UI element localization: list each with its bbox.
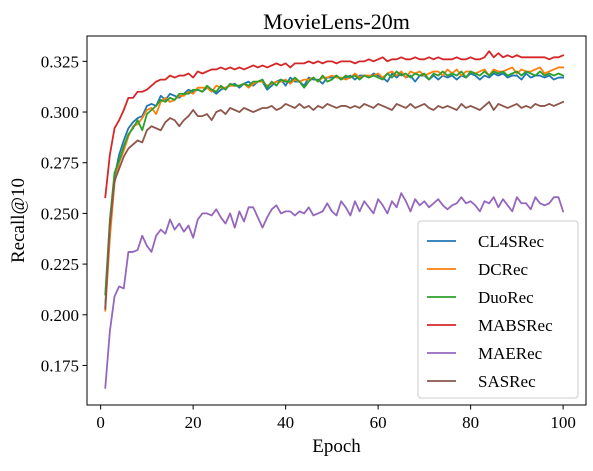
y-tick-label: 0.250 xyxy=(41,204,79,223)
y-tick-label: 0.200 xyxy=(41,306,79,325)
x-tick-label: 80 xyxy=(462,413,479,432)
legend-label-maerec: MAERec xyxy=(478,344,543,363)
series-line-duorec xyxy=(104,70,565,296)
y-tick-label: 0.325 xyxy=(41,52,79,71)
legend: CL4SRec DCRec DuoRec MABSRec MAERec SASRec xyxy=(417,220,579,399)
y-tick-label: 0.300 xyxy=(41,103,79,122)
series-line-mabsrec xyxy=(104,50,565,199)
x-tick-label: 40 xyxy=(277,413,294,432)
y-tick-label: 0.225 xyxy=(41,255,79,274)
chart-title: MovieLens-20m xyxy=(263,9,410,34)
legend-label-sasrec: SASRec xyxy=(478,372,536,391)
series-line-sasrec xyxy=(104,100,565,310)
legend-box xyxy=(417,220,579,399)
legend-label-cl4srec: CL4SRec xyxy=(478,232,545,251)
x-tick-label: 60 xyxy=(370,413,387,432)
x-axis-label: Epoch xyxy=(312,436,361,457)
y-tick-label: 0.275 xyxy=(41,154,79,173)
y-tick-label: 0.175 xyxy=(41,356,79,375)
y-axis: 0.175 0.200 0.225 0.250 0.275 0.300 0.325 xyxy=(41,52,87,375)
legend-label-mabsrec: MABSRec xyxy=(478,316,553,335)
x-tick-label: 0 xyxy=(96,413,105,432)
series-line-maerec xyxy=(104,192,565,389)
series-lines xyxy=(104,50,565,389)
legend-label-dcrec: DCRec xyxy=(478,260,529,279)
x-tick-label: 100 xyxy=(550,413,576,432)
x-tick-label: 20 xyxy=(185,413,202,432)
x-axis: 0 20 40 60 80 100 xyxy=(96,405,576,432)
y-axis-label: Recall@10 xyxy=(8,178,29,263)
legend-label-duorec: DuoRec xyxy=(478,288,534,307)
plot-frame xyxy=(86,35,587,406)
